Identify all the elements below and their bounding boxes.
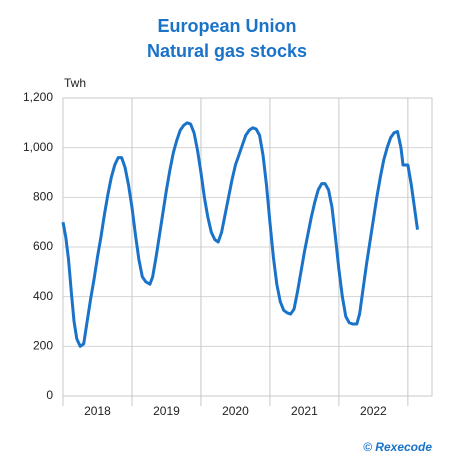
x-tick-label: 2018	[84, 404, 111, 418]
y-tick-label: 800	[33, 190, 53, 204]
data-line	[61, 121, 420, 348]
y-axis-label: Twh	[64, 76, 86, 90]
y-tick-label: 0	[46, 388, 53, 402]
y-tick-label: 600	[33, 239, 53, 253]
y-tick-label: 200	[33, 339, 53, 353]
y-tick-label: 1,000	[23, 140, 53, 154]
y-tick-label: 1,200	[23, 90, 53, 104]
x-tick-label: 2019	[153, 404, 180, 418]
x-tick-label: 2022	[360, 404, 387, 418]
chart-title: European Union	[158, 16, 297, 36]
plot-frame	[62, 97, 433, 397]
x-tick-label: 2020	[222, 404, 249, 418]
source: © Rexecode	[363, 440, 432, 454]
chart-subtitle: Natural gas stocks	[147, 41, 307, 61]
x-tick-label: 2021	[291, 404, 318, 418]
y-tick-label: 400	[33, 289, 53, 303]
